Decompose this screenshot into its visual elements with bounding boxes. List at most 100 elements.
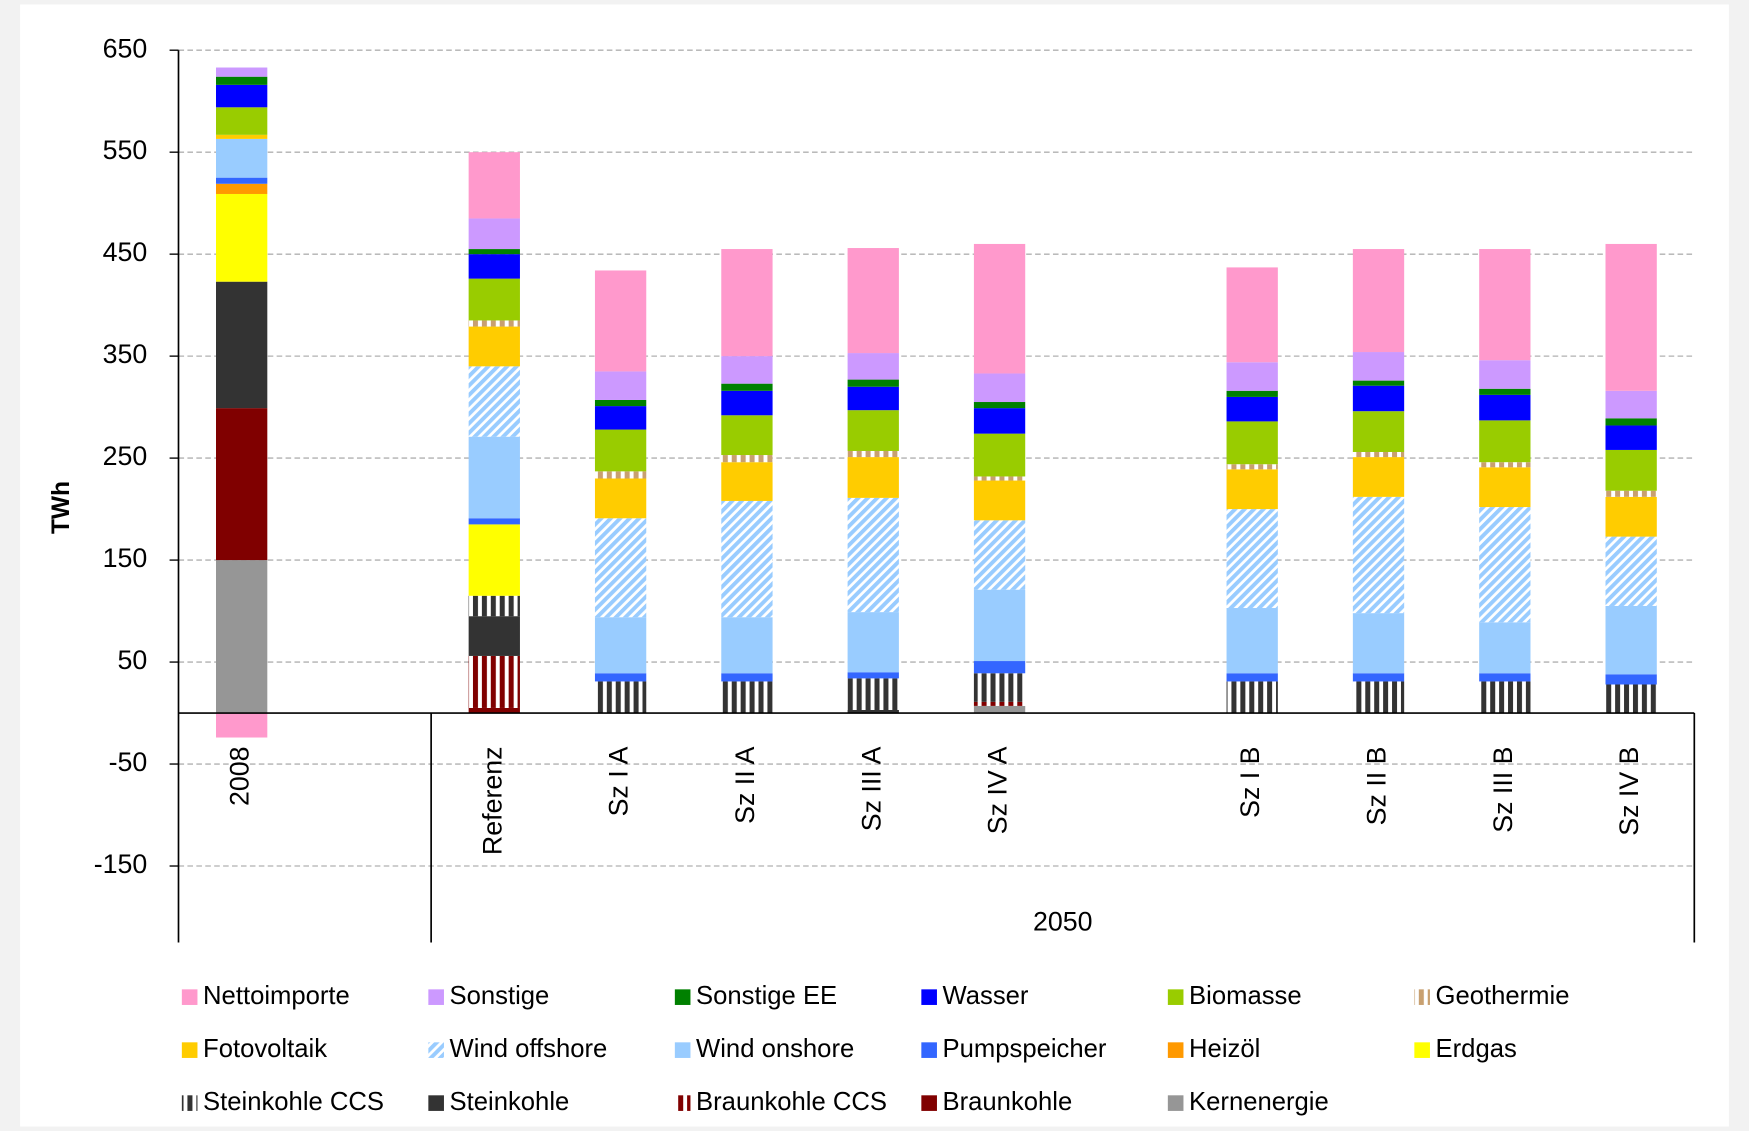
x-tick-label: 2008 [225, 747, 255, 807]
bar-segment [1479, 622, 1531, 674]
legend-swatch [921, 1042, 937, 1058]
bar-segment [973, 402, 1026, 409]
y-tick-label: 350 [103, 339, 148, 369]
bar-segment [1226, 421, 1278, 465]
bar-segment [1605, 674, 1657, 685]
y-tick-label: 50 [118, 645, 148, 675]
bar-segment [1605, 496, 1657, 537]
bar-segment [847, 672, 899, 679]
bar-segment [973, 661, 1026, 674]
bar-segment [721, 500, 773, 618]
bar-segment [1605, 425, 1657, 450]
bar-segment [1226, 396, 1278, 422]
bar-segment [1479, 467, 1531, 508]
x-tick-label: Sz II A [730, 746, 760, 823]
bar-segment [468, 524, 520, 596]
bar-segment [468, 595, 520, 617]
bar-segment [1605, 418, 1657, 426]
bar-segment [973, 673, 1026, 702]
bar-segment [973, 589, 1026, 662]
bar-segment [594, 478, 647, 519]
x-tick-label: Sz I A [604, 746, 634, 816]
bar-segment [1352, 411, 1405, 452]
bar-segment [847, 379, 899, 387]
group-label: 2050 [1033, 907, 1093, 937]
bar-segment [216, 193, 268, 282]
bar-segment [847, 410, 899, 451]
legend-swatch [1167, 1095, 1184, 1111]
y-tick-label: -150 [94, 849, 148, 879]
x-tick-label: Referenz [477, 747, 507, 856]
legend-swatch [181, 1095, 198, 1111]
bar-segment [468, 249, 520, 255]
bar-segment [1352, 352, 1405, 381]
bar-segment [1605, 536, 1657, 606]
bar-segment [1226, 673, 1278, 682]
bar-segment [216, 560, 268, 714]
legend-label: Erdgas [1436, 1035, 1517, 1063]
bar-segment [594, 399, 647, 407]
legend-swatch [1414, 989, 1430, 1005]
bar-segment [468, 707, 520, 714]
y-tick-label: 550 [103, 135, 148, 165]
bar-segment [1226, 390, 1278, 397]
legend-swatch [674, 1095, 691, 1111]
legend-label: Wind onshore [696, 1035, 854, 1063]
bar-segment [216, 138, 268, 178]
bar-segment [1605, 390, 1657, 419]
legend-label: Braunkohle [943, 1088, 1073, 1116]
y-axis-label: TWh [48, 481, 75, 534]
bar-segment [468, 326, 520, 367]
bar-segment [1605, 490, 1657, 497]
legend-label: Pumpspeicher [943, 1035, 1107, 1063]
legend-label: Sonstige EE [696, 982, 837, 1010]
bar-segment [973, 373, 1026, 403]
legend-swatch [1167, 1042, 1184, 1058]
bar-segment [468, 366, 520, 437]
legend-swatch [674, 1042, 691, 1058]
legend-label: Nettoimporte [203, 982, 350, 1010]
bar-segment [468, 254, 520, 279]
x-tick-label: Sz IV A [983, 746, 1013, 834]
bar-segment [468, 518, 520, 525]
bar-segment [594, 406, 647, 430]
bar-segment [594, 429, 647, 472]
bar-segment [216, 281, 268, 409]
bar-segment [1226, 267, 1278, 363]
bar-segment [1352, 380, 1405, 386]
bar-segment [1605, 605, 1657, 675]
bar-segment [847, 457, 899, 498]
bar-segment [1479, 507, 1531, 623]
bar-segment [1479, 394, 1531, 421]
y-tick-label: 650 [103, 33, 148, 63]
bar-segment [973, 408, 1026, 434]
bar-segment [468, 218, 520, 250]
x-tick-label: Sz I B [1235, 747, 1265, 818]
bar-segment [973, 701, 1026, 706]
legend-label: Geothermie [1436, 982, 1570, 1010]
bar-segment [847, 248, 899, 354]
bar-segment [1479, 673, 1531, 682]
bar-segment [721, 356, 773, 384]
bar-segment [216, 107, 268, 135]
bar-segment [721, 415, 773, 456]
bar-segment [721, 383, 773, 391]
bar-segment [847, 353, 899, 380]
legend-swatch [1167, 989, 1184, 1005]
legend-label: Wind offshore [450, 1035, 608, 1063]
bar-segment [468, 320, 520, 327]
legend-swatch [921, 989, 937, 1005]
bar-segment [721, 673, 773, 682]
legend-label: Sonstige [450, 982, 550, 1010]
bar-segment [847, 678, 899, 710]
y-tick-label: 450 [103, 237, 148, 267]
bar-segment [1226, 362, 1278, 391]
legend-swatch [428, 1095, 444, 1111]
legend-swatch [428, 1042, 444, 1058]
bar-segment [847, 709, 899, 714]
bar-segment [1352, 673, 1405, 682]
legend-swatch [181, 989, 198, 1005]
bar-segment [1226, 469, 1278, 510]
y-tick-label: 250 [103, 441, 148, 471]
x-tick-label: Sz III B [1488, 747, 1518, 833]
